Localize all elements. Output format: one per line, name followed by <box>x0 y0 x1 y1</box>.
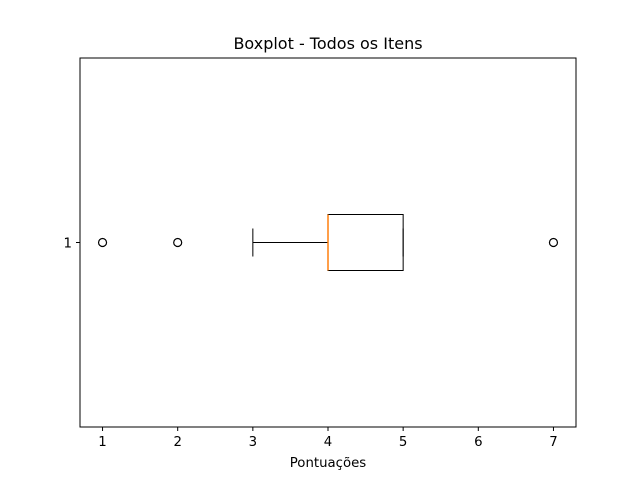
x-tick-label: 1 <box>98 435 106 450</box>
x-tick-label: 5 <box>399 435 407 450</box>
chart-title: Boxplot - Todos os Itens <box>233 34 422 53</box>
x-tick-label: 3 <box>249 435 257 450</box>
outlier-point <box>173 237 183 248</box>
outlier-point <box>548 237 559 248</box>
outlier-point <box>97 237 108 248</box>
x-axis-label: Pontuações <box>290 456 367 471</box>
iqr-box <box>327 214 404 271</box>
x-tick-label: 7 <box>549 435 557 450</box>
plot-area: 1 2 3 4 5 6 7 1 <box>64 57 577 450</box>
x-tick-label: 6 <box>474 435 482 450</box>
x-tick-label: 4 <box>324 435 332 450</box>
y-tick-label: 1 <box>64 237 72 252</box>
x-tick-label: 2 <box>173 435 181 450</box>
